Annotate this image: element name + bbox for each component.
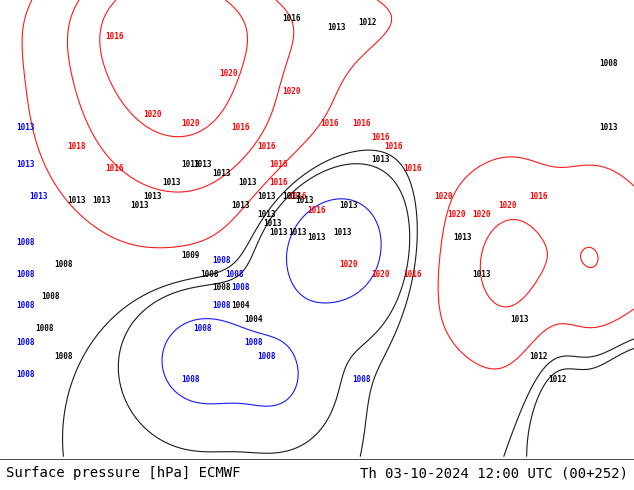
Text: 1013: 1013 xyxy=(263,219,282,228)
Text: 1008: 1008 xyxy=(16,270,35,278)
Text: 1016: 1016 xyxy=(105,165,124,173)
Text: 1016: 1016 xyxy=(352,119,371,128)
Text: 1013: 1013 xyxy=(257,210,276,219)
Text: 1016: 1016 xyxy=(282,14,301,23)
Text: 1016: 1016 xyxy=(384,142,403,150)
Text: 1013: 1013 xyxy=(307,233,327,242)
Text: 1008: 1008 xyxy=(16,301,35,311)
Text: 1013: 1013 xyxy=(143,192,162,201)
Text: 1020: 1020 xyxy=(498,201,517,210)
Text: 1008: 1008 xyxy=(35,324,54,333)
Text: 1020: 1020 xyxy=(434,192,453,201)
Text: 1008: 1008 xyxy=(244,338,263,347)
Text: 1020: 1020 xyxy=(181,119,200,128)
Text: 1013: 1013 xyxy=(371,155,390,164)
Text: 1013: 1013 xyxy=(29,192,48,201)
Text: 1016: 1016 xyxy=(288,192,307,201)
Text: 1020: 1020 xyxy=(339,260,358,270)
Text: 1012: 1012 xyxy=(548,374,567,384)
Text: 1013: 1013 xyxy=(288,228,307,238)
Text: 1008: 1008 xyxy=(599,59,618,69)
Text: 1004: 1004 xyxy=(244,315,263,324)
Text: 1013: 1013 xyxy=(453,233,472,242)
Text: 1008: 1008 xyxy=(225,270,244,278)
Text: 1008: 1008 xyxy=(212,283,231,292)
Text: 1004: 1004 xyxy=(231,301,250,311)
Text: 1008: 1008 xyxy=(200,270,219,278)
Text: 1016: 1016 xyxy=(371,132,390,142)
Text: 1008: 1008 xyxy=(212,256,231,265)
Text: 1016: 1016 xyxy=(307,206,327,215)
Text: 1013: 1013 xyxy=(269,228,288,238)
Text: 1020: 1020 xyxy=(219,69,238,77)
Text: 1012: 1012 xyxy=(358,18,377,27)
Text: 1008: 1008 xyxy=(257,352,276,361)
Text: 1013: 1013 xyxy=(193,160,212,169)
Text: 1008: 1008 xyxy=(16,238,35,246)
Text: 1008: 1008 xyxy=(231,283,250,292)
Text: Surface pressure [hPa] ECMWF: Surface pressure [hPa] ECMWF xyxy=(6,466,241,480)
Text: 1013: 1013 xyxy=(130,201,149,210)
Text: 1016: 1016 xyxy=(529,192,548,201)
Text: 1012: 1012 xyxy=(529,352,548,361)
Text: 1016: 1016 xyxy=(269,160,288,169)
Text: 1008: 1008 xyxy=(16,338,35,347)
Text: Th 03-10-2024 12:00 UTC (00+252): Th 03-10-2024 12:00 UTC (00+252) xyxy=(359,466,628,480)
Text: 1008: 1008 xyxy=(54,260,73,270)
Text: 1016: 1016 xyxy=(320,119,339,128)
Text: 1013: 1013 xyxy=(212,169,231,178)
Text: 1013: 1013 xyxy=(282,192,301,201)
Text: 1020: 1020 xyxy=(371,270,390,278)
Text: 1020: 1020 xyxy=(282,87,301,96)
Text: 1016: 1016 xyxy=(105,32,124,41)
Text: 1009: 1009 xyxy=(181,251,200,260)
Text: 1013: 1013 xyxy=(257,192,276,201)
Text: 1013: 1013 xyxy=(339,201,358,210)
Text: 1013: 1013 xyxy=(599,123,618,132)
Text: 1013: 1013 xyxy=(327,23,346,32)
Text: 1008: 1008 xyxy=(41,293,60,301)
Text: 1013: 1013 xyxy=(92,196,111,205)
Text: 1008: 1008 xyxy=(54,352,73,361)
Text: 1016: 1016 xyxy=(403,165,422,173)
Text: 1018: 1018 xyxy=(67,142,86,150)
Text: 1016: 1016 xyxy=(231,123,250,132)
Text: 1013: 1013 xyxy=(472,270,491,278)
Text: 1016: 1016 xyxy=(257,142,276,150)
Text: 1013: 1013 xyxy=(238,178,257,187)
Text: 1008: 1008 xyxy=(352,374,371,384)
Text: 1020: 1020 xyxy=(472,210,491,219)
Text: 1013: 1013 xyxy=(162,178,181,187)
Text: 1008: 1008 xyxy=(16,370,35,379)
Text: 1013: 1013 xyxy=(16,123,35,132)
Text: 1008: 1008 xyxy=(212,301,231,311)
Text: 1013: 1013 xyxy=(67,196,86,205)
Text: 1013: 1013 xyxy=(181,160,200,169)
Text: 1020: 1020 xyxy=(447,210,466,219)
Text: 1013: 1013 xyxy=(510,315,529,324)
Text: 1008: 1008 xyxy=(193,324,212,333)
Text: 1016: 1016 xyxy=(269,178,288,187)
Text: 1013: 1013 xyxy=(231,201,250,210)
Text: 1016: 1016 xyxy=(403,270,422,278)
Text: 1013: 1013 xyxy=(16,160,35,169)
Text: 1013: 1013 xyxy=(333,228,352,238)
Text: 1008: 1008 xyxy=(181,374,200,384)
Text: 1020: 1020 xyxy=(143,110,162,119)
Text: 1013: 1013 xyxy=(295,196,314,205)
